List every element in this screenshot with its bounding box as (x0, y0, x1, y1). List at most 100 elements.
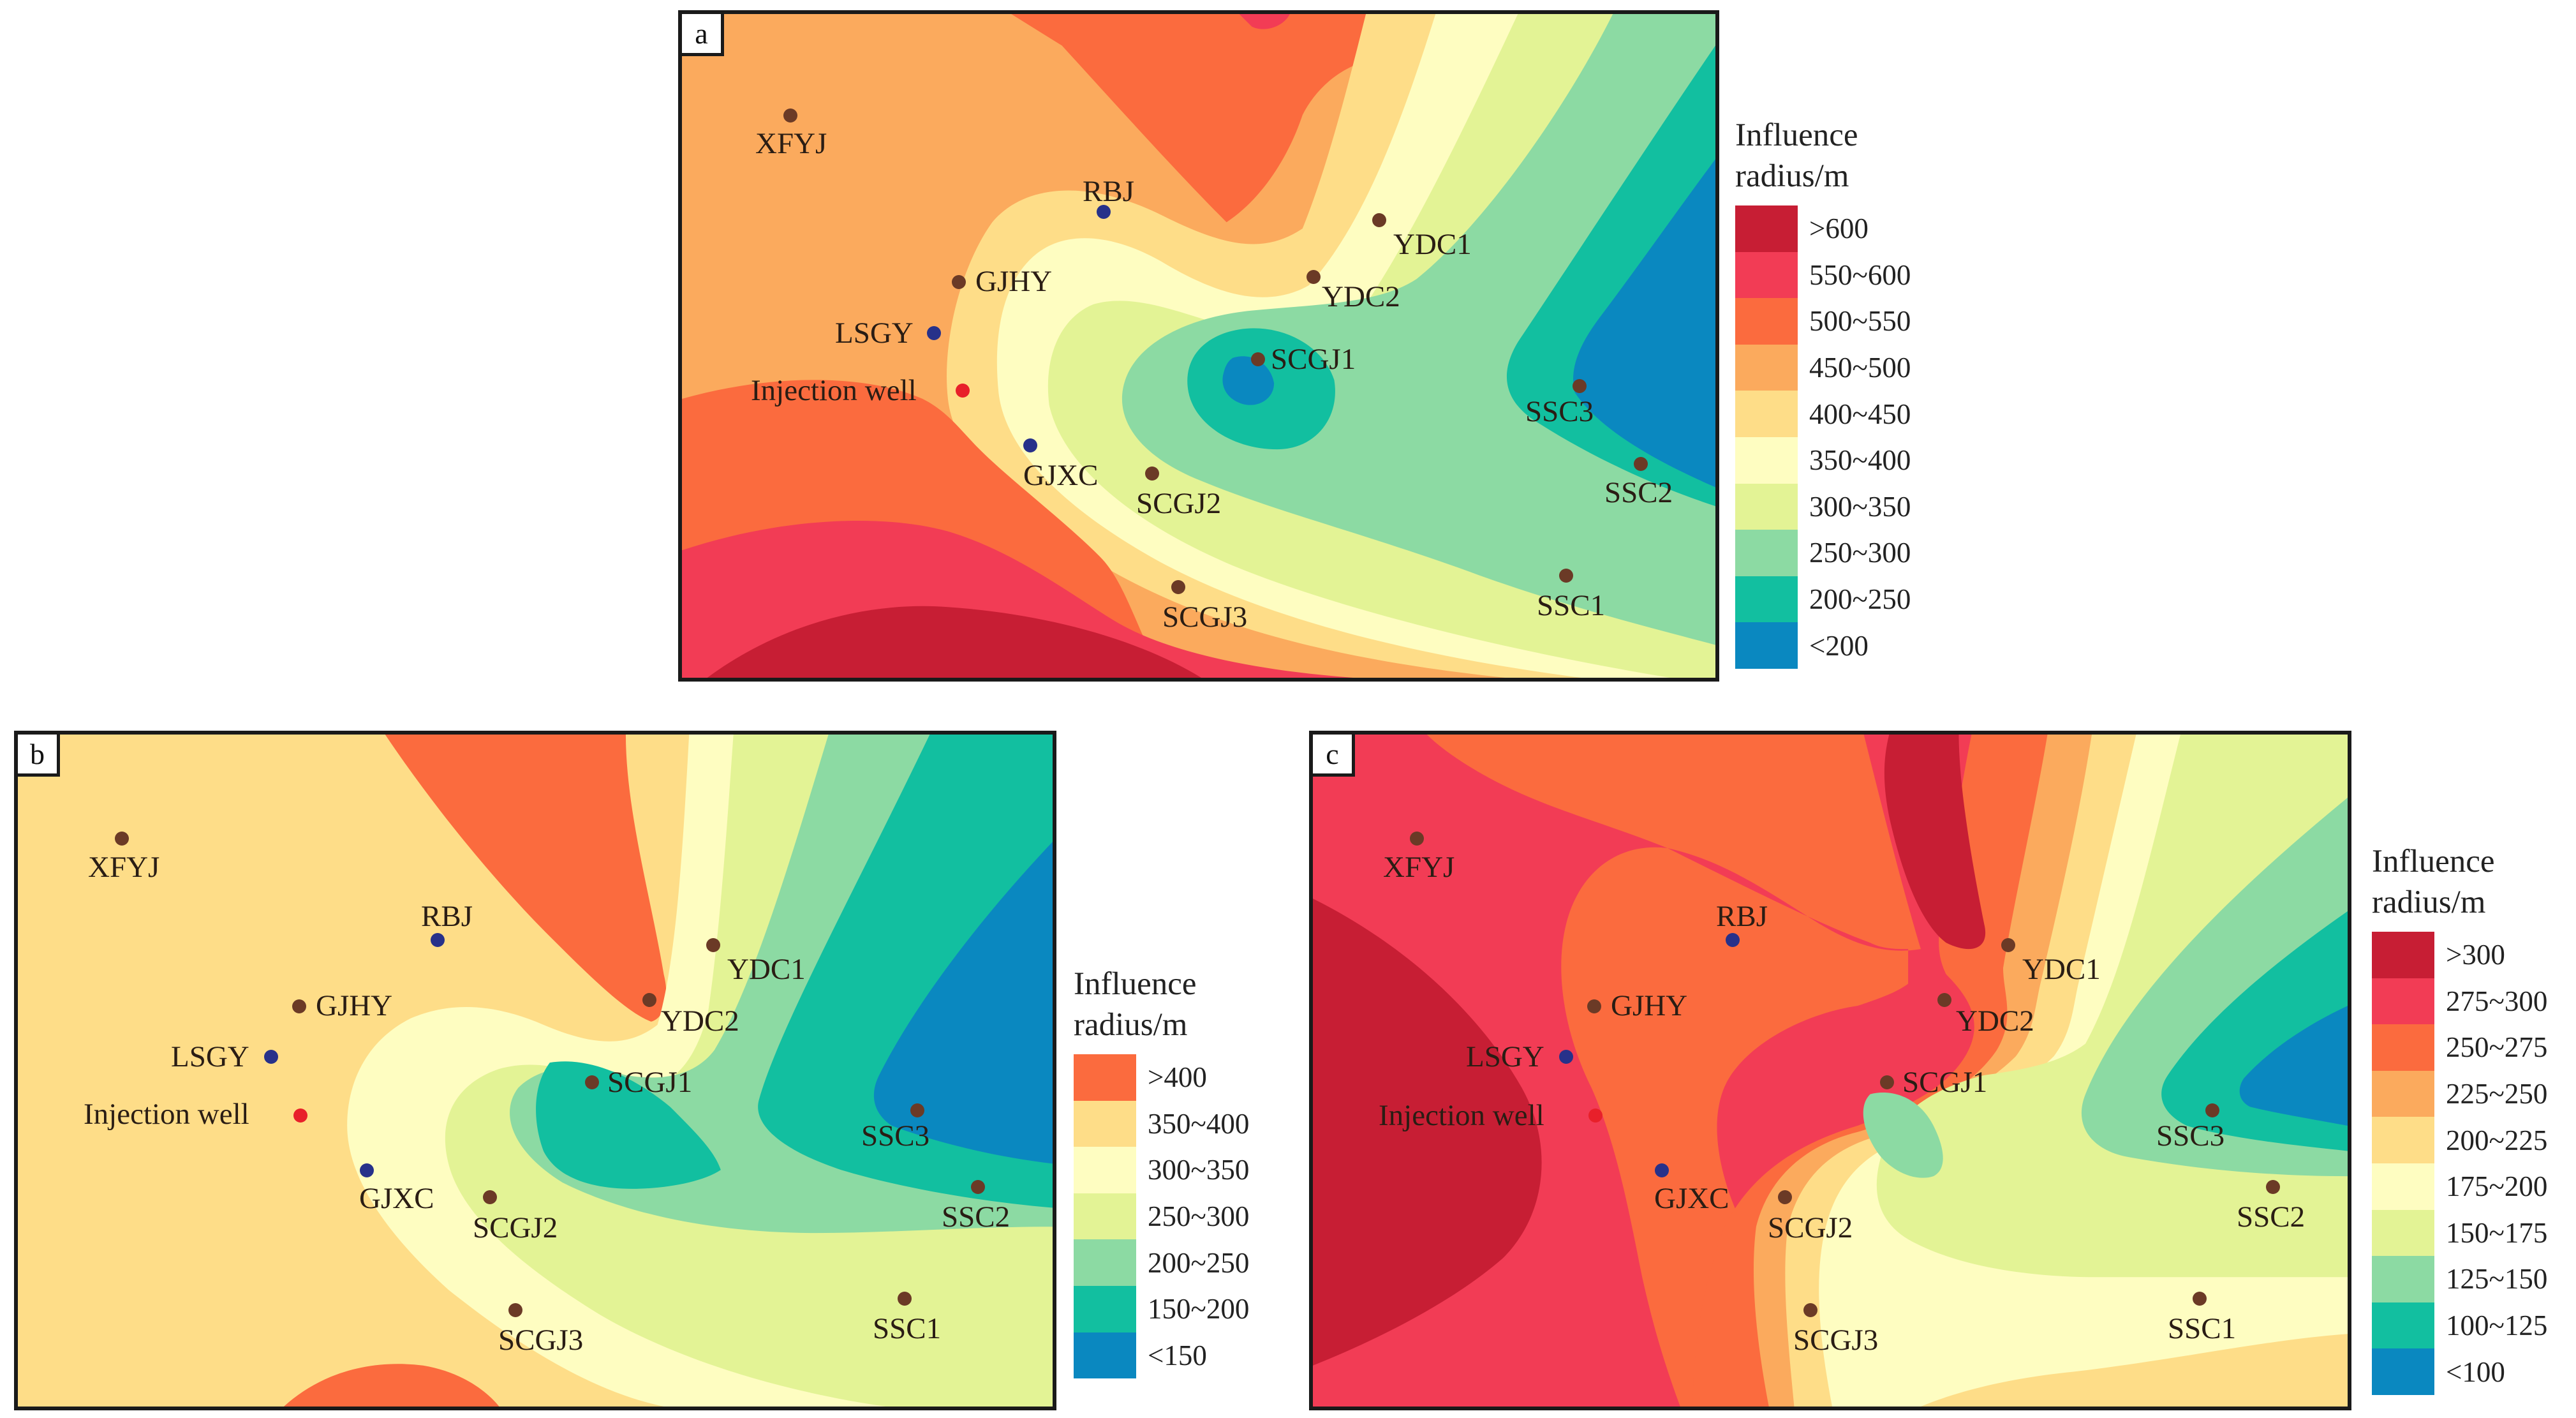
well-marker-scgj2 (1778, 1190, 1792, 1204)
well-label-ydc1: YDC1 (727, 953, 806, 986)
legend-c-title-line1: Influence (2372, 844, 2495, 879)
legend-label: 175~200 (2446, 1170, 2548, 1203)
legend-swatch (1735, 251, 1798, 299)
legend-label: 350~400 (1809, 444, 1911, 477)
well-label-ydc1: YDC1 (2022, 953, 2101, 986)
legend-label: 250~300 (1809, 537, 1911, 569)
panel-c-tag: c (1313, 735, 1355, 777)
well-label-rbj: RBJ (1083, 175, 1134, 208)
well-marker-rbj (1726, 933, 1740, 947)
legend-c: Influence radius/m >300 275~300 250~275 … (2372, 841, 2547, 1395)
legend-swatch (2372, 1117, 2434, 1163)
well-marker-scgj3 (508, 1303, 522, 1317)
legend-swatch (1735, 344, 1798, 391)
well-label-ssc2: SSC2 (2237, 1200, 2306, 1234)
well-label-injection: Injection well (1379, 1099, 1544, 1132)
well-label-ssc1: SSC1 (873, 1312, 942, 1345)
contour-fill-a (682, 14, 1715, 678)
legend-label: 300~350 (1148, 1154, 1250, 1186)
well-marker-injection (956, 384, 970, 398)
well-label-scgj3: SCGJ3 (1793, 1324, 1879, 1357)
well-label-xfyj: XFYJ (1383, 851, 1455, 884)
well-label-scgj3: SCGJ3 (1162, 601, 1248, 634)
legend-swatch (1074, 1332, 1136, 1379)
well-label-ssc1: SSC1 (1537, 589, 1606, 622)
well-label-scgj2: SCGJ2 (473, 1211, 558, 1244)
legend-swatch (1074, 1100, 1136, 1147)
legend-row: 300~350 (1735, 483, 1911, 530)
legend-row: 250~300 (1735, 530, 1911, 576)
legend-row: 150~175 (2372, 1209, 2547, 1257)
legend-label: >400 (1148, 1061, 1207, 1094)
legend-swatch (1735, 391, 1798, 437)
legend-row: 450~500 (1735, 344, 1911, 391)
well-label-gjxc: GJXC (1654, 1182, 1729, 1215)
legend-label: >600 (1809, 213, 1869, 245)
legend-swatch (1735, 622, 1798, 669)
legend-row: 250~275 (2372, 1024, 2547, 1071)
well-marker-ssc2 (2266, 1180, 2280, 1194)
legend-row: 200~250 (1735, 576, 1911, 623)
well-marker-ydc1 (2001, 938, 2015, 952)
legend-c-title: Influence radius/m (2372, 841, 2547, 923)
well-label-lsgy: LSGY (171, 1040, 249, 1073)
well-label-rbj: RBJ (1716, 900, 1768, 933)
legend-swatch (1735, 205, 1798, 252)
legend-row: <150 (1074, 1332, 1249, 1379)
legend-row: >400 (1074, 1054, 1249, 1101)
legend-swatch (1074, 1147, 1136, 1193)
legend-row: 500~550 (1735, 298, 1911, 345)
contour-fill-b (18, 735, 1053, 1407)
well-marker-ssc3 (1573, 379, 1587, 393)
legend-label: 200~250 (1809, 583, 1911, 616)
legend-row: 400~450 (1735, 391, 1911, 437)
well-label-gjhy: GJHY (316, 989, 393, 1022)
map-panel-b: b XFYJ RBJ GJHY LSGY Injection well GJXC… (14, 731, 1056, 1410)
legend-swatch (2372, 1024, 2434, 1071)
legend-swatch (1735, 437, 1798, 484)
well-label-lsgy: LSGY (835, 317, 914, 350)
well-marker-scgj2 (483, 1190, 497, 1204)
legend-label: 250~300 (1148, 1200, 1250, 1233)
well-marker-ssc3 (2205, 1103, 2219, 1117)
legend-a: Influence radius/m >600 550~600 500~550 … (1735, 115, 1911, 669)
legend-row: 125~150 (2372, 1256, 2547, 1302)
legend-b-title-line2: radius/m (1074, 1007, 1188, 1043)
legend-label: 100~125 (2446, 1310, 2548, 1342)
well-label-ssc3: SSC3 (2156, 1119, 2225, 1153)
well-label-ssc1: SSC1 (2168, 1312, 2237, 1345)
legend-label: 300~350 (1809, 490, 1911, 523)
well-marker-ssc3 (910, 1103, 924, 1117)
well-marker-scgj3 (1171, 580, 1185, 594)
well-label-xfyj: XFYJ (88, 851, 160, 884)
legend-b-title-line1: Influence (1074, 966, 1197, 1002)
well-marker-ydc2 (642, 993, 656, 1007)
legend-label: 350~400 (1148, 1107, 1250, 1140)
legend-swatch (2372, 1209, 2434, 1257)
legend-row: 225~250 (2372, 1070, 2547, 1117)
well-marker-ssc1 (1559, 569, 1573, 583)
legend-swatch (2372, 978, 2434, 1025)
well-marker-rbj (1097, 205, 1111, 219)
well-label-ssc2: SSC2 (942, 1200, 1010, 1234)
legend-swatch (2372, 1348, 2434, 1395)
legend-c-title-line2: radius/m (2372, 884, 2486, 920)
legend-row: 350~400 (1735, 437, 1911, 484)
well-label-scgj2: SCGJ2 (1768, 1211, 1853, 1244)
panel-a-tag: a (682, 14, 724, 56)
legend-swatch (2372, 932, 2434, 978)
well-label-ssc3: SSC3 (1525, 395, 1594, 428)
well-marker-xfyj (115, 832, 129, 846)
well-marker-ydc1 (706, 938, 720, 952)
well-label-scgj1: SCGJ1 (607, 1066, 693, 1099)
well-marker-gjhy (1587, 999, 1601, 1013)
legend-swatch (1735, 483, 1798, 530)
well-label-gjxc: GJXC (1023, 459, 1099, 492)
well-label-scgj3: SCGJ3 (498, 1324, 584, 1357)
legend-swatch (1735, 576, 1798, 623)
well-label-gjhy: GJHY (1611, 989, 1688, 1022)
legend-label: 550~600 (1809, 258, 1911, 291)
well-marker-ssc2 (1634, 457, 1648, 471)
well-marker-xfyj (783, 108, 797, 123)
legend-label: 150~200 (1148, 1293, 1250, 1325)
